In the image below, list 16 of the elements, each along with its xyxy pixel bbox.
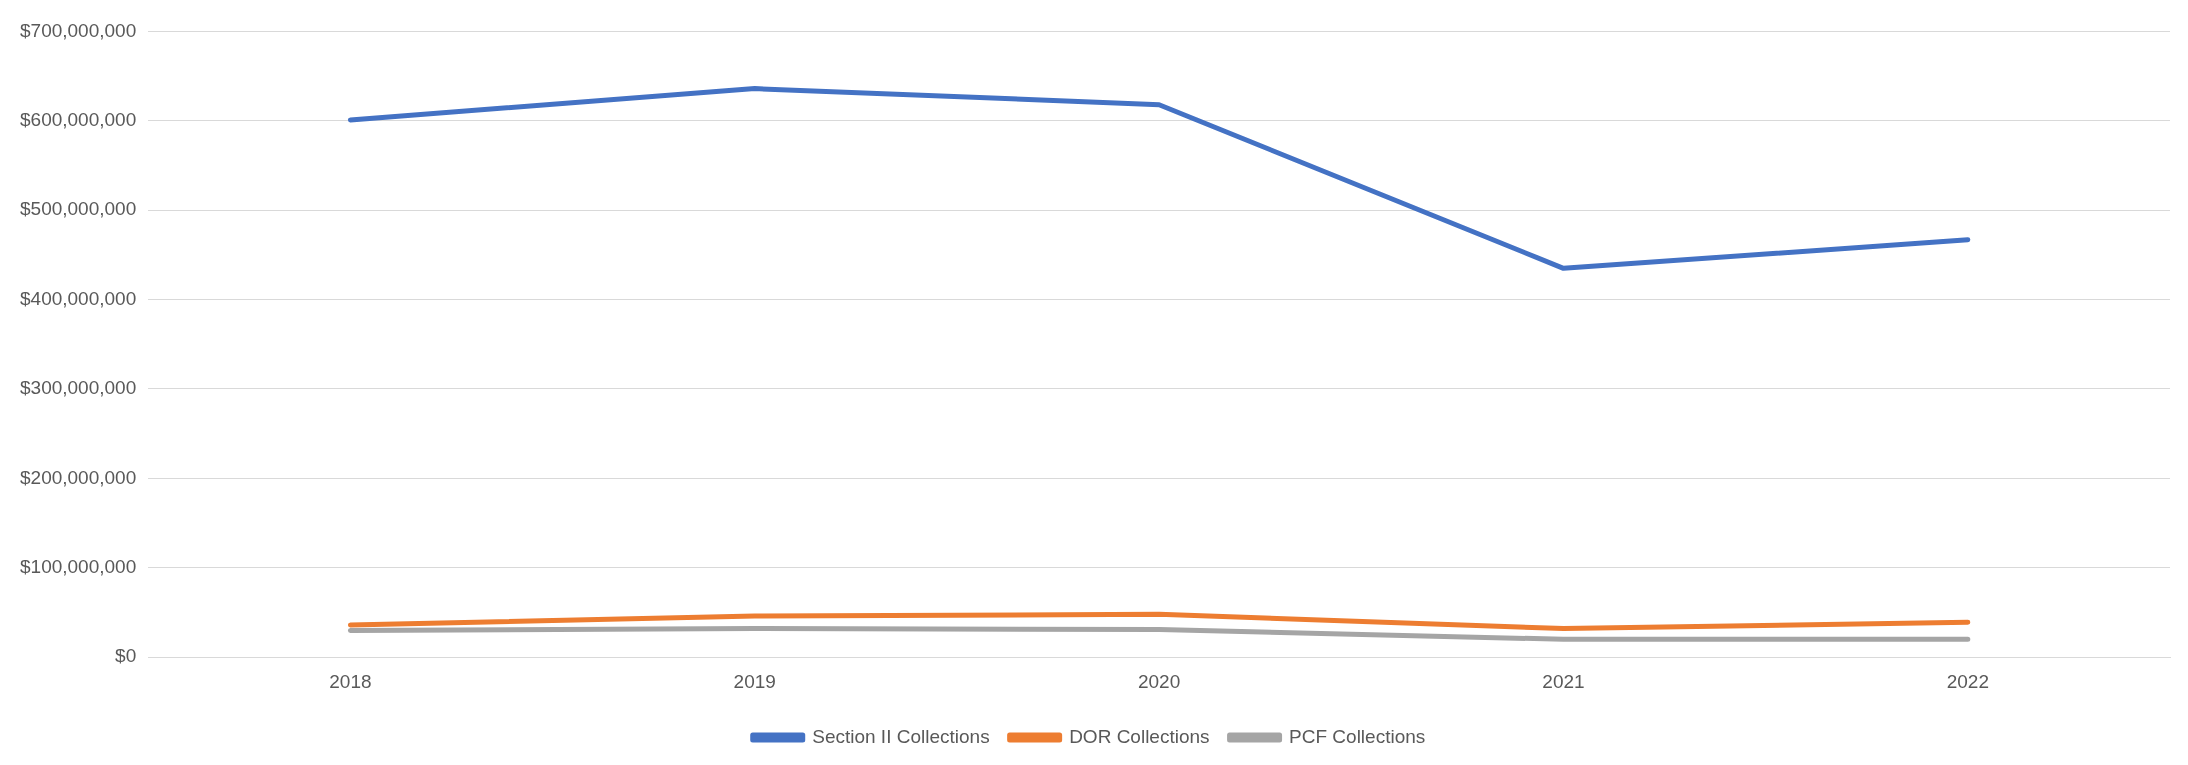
x-tick-label: 2018 <box>329 670 372 692</box>
legend-label: PCF Collections <box>1289 725 1426 747</box>
x-tick-label: 2022 <box>1946 670 1989 692</box>
x-tick-label: 2019 <box>733 670 776 692</box>
legend-label: Section II Collections <box>812 725 990 747</box>
y-tick-label: $0 <box>115 645 137 667</box>
y-tick-label: $400,000,000 <box>19 287 137 309</box>
x-tick-label: 2021 <box>1542 670 1585 692</box>
y-tick-label: $200,000,000 <box>19 466 137 488</box>
y-tick-label: $700,000,000 <box>19 19 137 41</box>
y-tick-label: $300,000,000 <box>19 377 137 399</box>
y-tick-label: $600,000,000 <box>19 109 137 131</box>
legend-label: DOR Collections <box>1069 725 1210 747</box>
y-tick-label: $100,000,000 <box>19 556 137 578</box>
x-tick-label: 2020 <box>1137 670 1181 692</box>
y-tick-label: $500,000,000 <box>19 198 137 220</box>
